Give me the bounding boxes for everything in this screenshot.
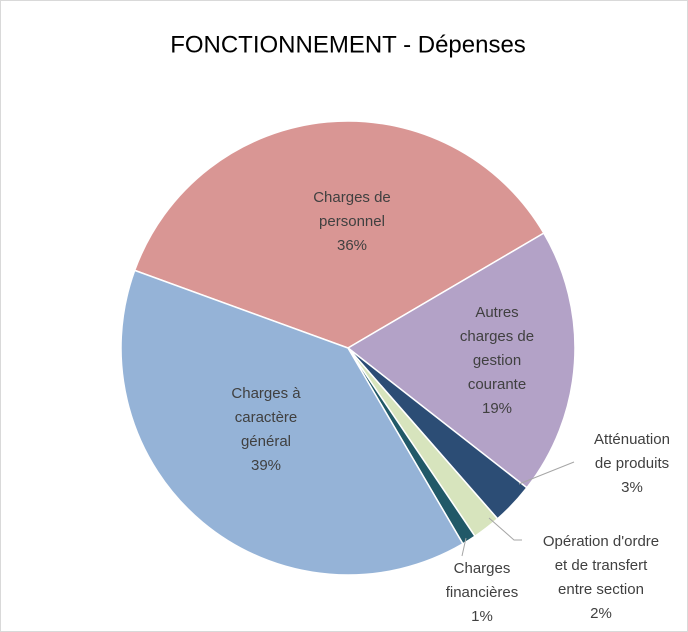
category-label: Charges financières <box>446 560 519 601</box>
category-label: Charges à caractère général <box>231 385 301 450</box>
category-label: Autres charges de gestion courante <box>460 304 534 393</box>
data-label: 19% <box>482 400 512 417</box>
data-label: 1% <box>471 608 493 625</box>
leader-line <box>461 537 467 557</box>
category-label: Opération d'ordre et de transfert entre se… <box>543 533 659 598</box>
data-label: 3% <box>621 479 643 496</box>
chart-title: FONCTIONNEMENT - Dépenses <box>170 31 526 58</box>
leader-line <box>518 461 575 485</box>
leader-lines <box>461 461 575 557</box>
data-label: 39% <box>251 457 281 474</box>
pie-slice <box>120 269 464 576</box>
pie-slice <box>133 120 545 349</box>
slice-label: Charges à caractère général 39% <box>231 385 301 474</box>
slice-label: Autres charges de gestion courante 19% <box>460 304 534 417</box>
data-label: 36% <box>337 237 367 254</box>
slice-label: Charges financières 1% <box>446 560 519 625</box>
slice-label: Atténuation de produits 3% <box>594 431 670 496</box>
slice-label: Opération d'ordre et de transfert entre se… <box>543 533 659 622</box>
slice-label: Charges de personnel 36% <box>313 189 391 254</box>
leader-line <box>488 517 522 541</box>
category-label: Charges de personnel <box>313 189 391 230</box>
category-label: Atténuation de produits <box>594 431 670 472</box>
data-label: 2% <box>590 605 612 622</box>
pie-slice <box>346 232 576 489</box>
